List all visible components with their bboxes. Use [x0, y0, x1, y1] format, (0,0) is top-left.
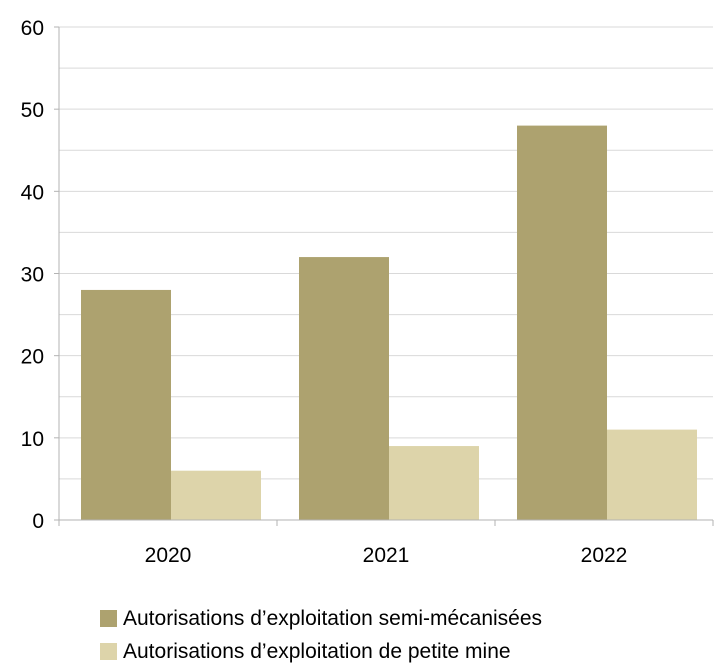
legend-label: Autorisations d’exploitation semi-mécani…: [123, 606, 543, 630]
legend-item-series-1: Autorisations d’exploitation semi-mécani…: [100, 602, 542, 635]
x-tick-label: 2022: [581, 544, 628, 567]
y-tick-label: 10: [21, 428, 44, 451]
legend-swatch: [100, 610, 117, 627]
y-tick-label: 60: [21, 17, 44, 40]
bar-2022-series-1: [517, 125, 607, 520]
bar-chart: 0 10 20 30 40 50 60 2020 2021 2022: [21, 17, 714, 567]
y-tick-label: 0: [32, 510, 44, 533]
y-tick-label: 50: [21, 99, 44, 122]
legend-item-series-2: Autorisations d’exploitation de petite m…: [100, 635, 542, 668]
x-tick-label: 2021: [363, 544, 410, 567]
bar-2020-series-1: [81, 289, 171, 520]
legend: Autorisations d’exploitation semi-mécani…: [100, 602, 542, 668]
legend-swatch: [100, 643, 117, 660]
bar-2022-series-2: [607, 429, 697, 520]
axes: [54, 26, 714, 526]
y-tick-label: 30: [21, 264, 44, 287]
tick-labels: 0 10 20 30 40 50 60 2020 2021 2022: [21, 17, 628, 567]
y-tick-label: 40: [21, 181, 44, 204]
x-tick-label: 2020: [145, 544, 192, 567]
legend-label: Autorisations d’exploitation de petite m…: [123, 639, 511, 663]
y-tick-label: 20: [21, 346, 44, 369]
bar-2021-series-2: [389, 446, 479, 520]
bar-2021-series-1: [299, 257, 389, 520]
bars: [81, 125, 697, 520]
bar-2020-series-2: [171, 470, 261, 520]
